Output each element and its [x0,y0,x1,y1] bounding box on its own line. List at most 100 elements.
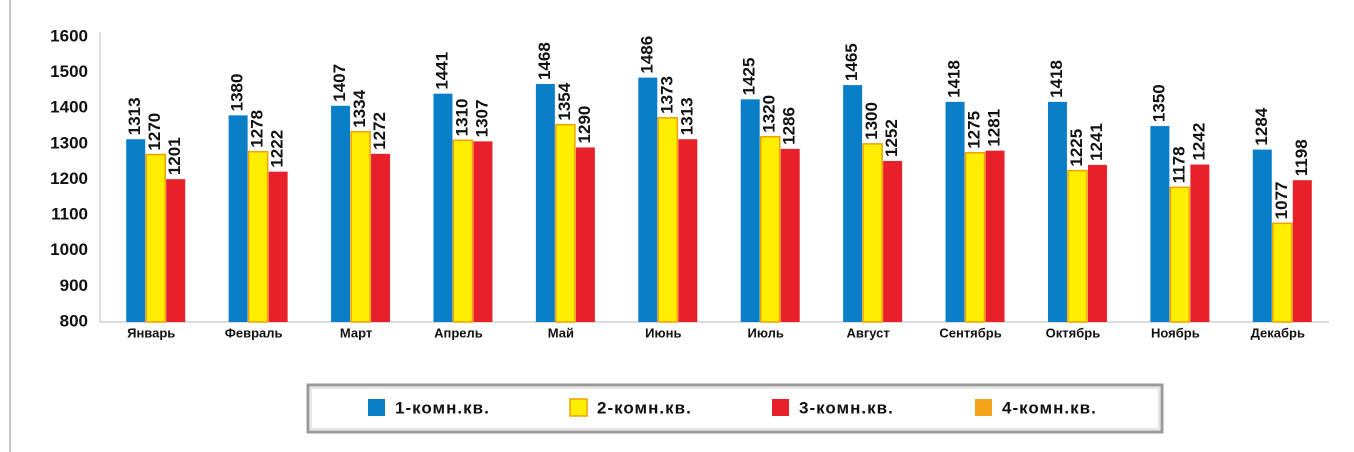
y-tick-label: 1200 [50,169,88,188]
x-tick-label: Июль [748,325,784,340]
x-tick-label: Май [548,325,574,340]
y-tick-label: 1500 [50,62,88,81]
data-label: 1286 [780,107,799,145]
legend-swatch [772,399,789,416]
x-tick-label: Июнь [645,325,681,340]
bar [535,84,555,323]
data-label: 1418 [945,60,964,98]
data-label: 1313 [677,97,696,135]
y-tick-label: 1000 [50,240,88,259]
bar [126,139,146,322]
x-tick-label: Февраль [225,325,283,340]
bar [331,105,351,322]
bar [145,153,166,323]
bar [638,77,658,322]
data-label: 1225 [1067,129,1086,167]
x-tick-label: Ноябрь [1151,325,1200,340]
bar [1150,126,1170,322]
data-label: 1334 [350,89,369,127]
data-label: 1441 [432,52,451,90]
bar [945,101,965,323]
data-label: 1307 [472,100,491,138]
data-label: 1465 [842,43,861,81]
data-label: 1350 [1149,84,1168,122]
y-tick-label: 1600 [50,26,88,45]
data-label: 1198 [1292,139,1311,176]
x-tick-label: Январь [127,325,175,340]
bar [1252,149,1272,322]
bar [740,99,760,322]
bar [657,117,679,323]
y-tick-label: 900 [60,276,88,295]
data-label: 1252 [882,119,901,157]
y-tick-label: 1300 [50,133,88,152]
bar [228,115,248,322]
data-label: 1425 [740,58,759,96]
bar [678,139,698,322]
data-label: 1418 [1047,60,1066,98]
bar [268,171,288,322]
data-label: 1201 [165,137,184,175]
bar [433,93,453,322]
legend-box [306,383,1164,434]
legend-label: 3-комн.кв. [799,398,894,417]
bar [1190,164,1210,322]
data-label: 1380 [228,74,247,112]
bar [371,153,391,322]
bar [575,147,595,322]
bar [1292,180,1312,322]
data-label: 1272 [370,112,389,150]
data-label: 1278 [248,110,267,148]
bar [247,150,269,323]
bar [166,179,186,322]
x-tick-label: Декабрь [1251,325,1305,340]
legend-swatch [569,398,588,417]
data-label: 1407 [330,64,349,102]
data-label: 1178 [1169,146,1188,183]
legend-swatch [975,399,992,416]
legend-label: 1-комн.кв. [395,398,490,417]
bar [350,131,371,323]
bar [1272,222,1293,323]
data-label: 1486 [637,36,656,74]
bar [452,139,474,323]
data-label: 1270 [145,113,164,151]
bar [964,152,986,323]
bar [473,141,493,322]
bar [555,123,576,323]
y-tick-label: 1400 [50,98,88,117]
data-label: 1242 [1189,123,1208,161]
bar [883,160,903,322]
data-label: 1313 [125,97,144,135]
bar [1169,186,1191,323]
legend-swatch [368,399,385,416]
x-tick-label: Октябрь [1046,325,1101,340]
x-tick-label: Апрель [434,325,483,340]
bar [862,143,883,323]
legend-label: 2-комн.кв. [597,398,692,417]
bar [1087,164,1107,322]
legend-label: 4-комн.кв. [1002,398,1097,417]
data-label: 1275 [965,111,984,149]
bar [759,136,781,323]
data-label: 1320 [760,95,779,133]
bar [780,148,800,322]
data-label: 1241 [1087,123,1106,161]
data-label: 1284 [1252,107,1271,145]
data-label: 1290 [575,106,594,144]
data-label: 1222 [268,130,287,168]
x-tick-label: Сентябрь [939,325,1001,340]
bar [1067,169,1088,323]
data-label: 1373 [657,76,676,114]
data-label: 1310 [452,98,471,136]
bar [1047,101,1067,323]
bar [985,150,1005,322]
data-label: 1281 [985,109,1004,147]
data-label: 1468 [535,42,554,80]
x-tick-label: Март [340,325,372,340]
y-tick-label: 1100 [51,205,88,224]
legend-inner [310,387,1160,430]
data-label: 1354 [555,82,574,120]
y-tick-label: 800 [60,311,88,330]
